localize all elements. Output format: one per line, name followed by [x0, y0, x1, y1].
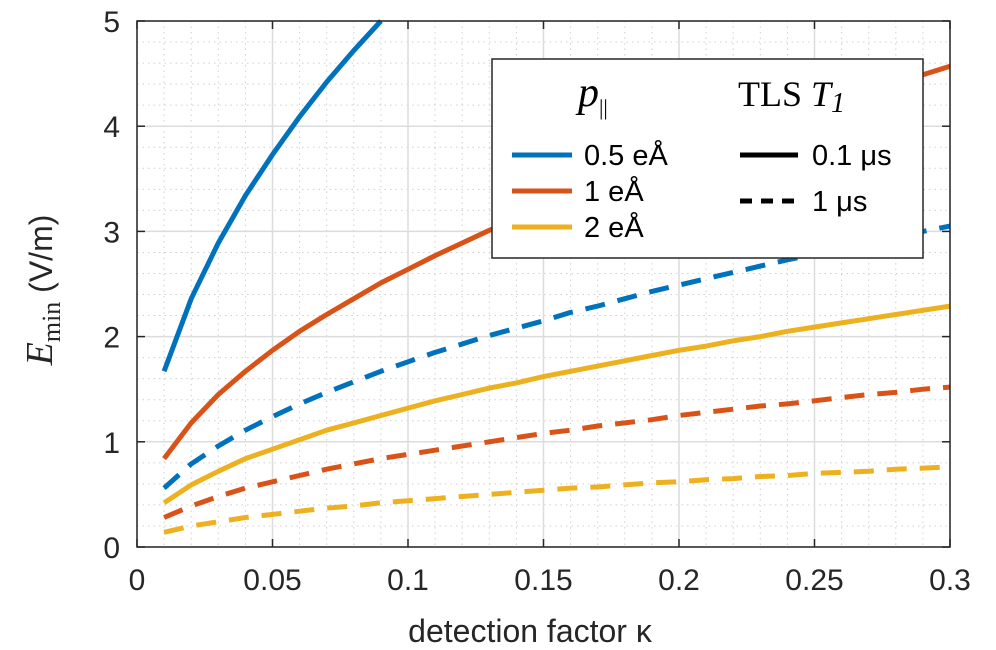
legend-tls-text: TLS: [738, 74, 811, 114]
x-tick-label: 0.2: [658, 564, 700, 597]
x-axis-label: detection factor κ: [408, 613, 653, 649]
legend-tls-symbol: T: [811, 74, 834, 114]
legend-tls-entries: 0.1 μs 1 μs: [740, 140, 892, 218]
legend-tls-heading: TLS T1: [738, 74, 845, 119]
y-tick-label: 3: [103, 216, 120, 249]
y-axis-unit: (V/m): [23, 215, 59, 302]
series-line: [162, 303, 951, 505]
y-tick-label: 0: [103, 532, 120, 565]
y-axis-label: Emin (V/m): [19, 215, 66, 367]
y-axis-subscript: min: [37, 302, 66, 342]
legend-dipole-subscript: ||: [599, 95, 608, 120]
x-tick-label: 0.1: [387, 564, 429, 597]
x-tick-label: 0: [129, 564, 146, 597]
y-tick-labels: 0 1 2 3 4 5: [103, 6, 120, 565]
legend-tls-label: 1 μs: [812, 186, 867, 218]
legend-dipole-symbol: p: [575, 70, 599, 116]
y-tick-label: 5: [103, 6, 120, 39]
legend-dipole-label: 0.5 eÅ: [584, 139, 668, 172]
legend-tls-subscript: 1: [831, 88, 845, 119]
x-tick-labels: 0 0.05 0.1 0.15 0.2 0.25 0.3: [129, 564, 971, 597]
legend-dipole-entries: 0.5 eÅ1 eÅ2 eÅ: [512, 139, 668, 244]
x-tick-label: 0.15: [514, 564, 572, 597]
y-axis-symbol: E: [19, 342, 61, 366]
y-tick-label: 4: [103, 111, 120, 144]
x-tick-label: 0.3: [929, 564, 971, 597]
legend-tls-label: 0.1 μs: [812, 140, 892, 172]
legend-box: [491, 58, 924, 259]
legend-dipole-label: 1 eÅ: [584, 175, 644, 208]
series-line: [163, 464, 951, 535]
legend-dipole-heading: p||: [575, 70, 608, 120]
x-tick-label: 0.05: [243, 564, 301, 597]
legend: p|| TLS T1 0.5 eÅ1 eÅ2 eÅ 0.1 μs 1 μs: [491, 58, 924, 259]
legend-dipole-label: 2 eÅ: [584, 211, 644, 244]
x-tick-label: 0.25: [785, 564, 843, 597]
series-line: [161, 19, 383, 373]
y-tick-label: 2: [103, 322, 120, 355]
series-line: [163, 384, 951, 520]
axes: [136, 20, 951, 548]
y-tick-label: 1: [103, 427, 120, 460]
